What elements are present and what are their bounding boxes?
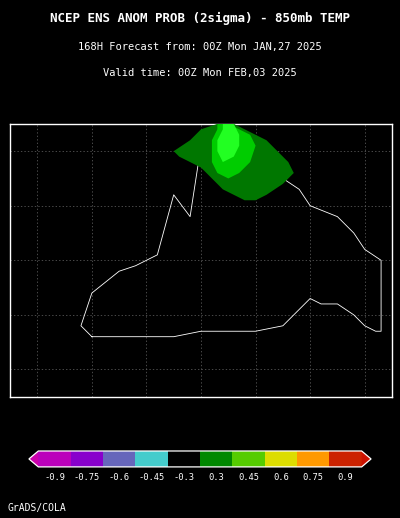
Bar	[265, 451, 297, 467]
Text: -0.45: -0.45	[138, 473, 165, 482]
Text: -0.3: -0.3	[173, 473, 194, 482]
Text: 0.6: 0.6	[273, 473, 289, 482]
Text: 0.9: 0.9	[338, 473, 353, 482]
Text: GrADS/COLA: GrADS/COLA	[8, 503, 67, 513]
Bar	[200, 451, 232, 467]
Polygon shape	[217, 124, 239, 162]
Bar	[329, 451, 362, 467]
Bar	[103, 451, 135, 467]
Text: NCEP ENS ANOM PROB (2sigma) - 850mb TEMP: NCEP ENS ANOM PROB (2sigma) - 850mb TEMP	[50, 12, 350, 25]
Text: -0.9: -0.9	[44, 473, 65, 482]
Polygon shape	[174, 124, 294, 200]
Bar	[71, 451, 103, 467]
Text: 0.75: 0.75	[303, 473, 324, 482]
Bar	[135, 451, 168, 467]
Text: -0.6: -0.6	[109, 473, 130, 482]
Bar	[38, 451, 71, 467]
Polygon shape	[362, 451, 371, 467]
Text: -0.75: -0.75	[74, 473, 100, 482]
Bar	[297, 451, 329, 467]
Bar	[232, 451, 265, 467]
Polygon shape	[29, 451, 38, 467]
Text: 0.45: 0.45	[238, 473, 259, 482]
Text: 168H Forecast from: 00Z Mon JAN,27 2025: 168H Forecast from: 00Z Mon JAN,27 2025	[78, 42, 322, 52]
Polygon shape	[212, 124, 256, 178]
Text: 0.3: 0.3	[208, 473, 224, 482]
Text: Valid time: 00Z Mon FEB,03 2025: Valid time: 00Z Mon FEB,03 2025	[103, 68, 297, 78]
Bar	[168, 451, 200, 467]
